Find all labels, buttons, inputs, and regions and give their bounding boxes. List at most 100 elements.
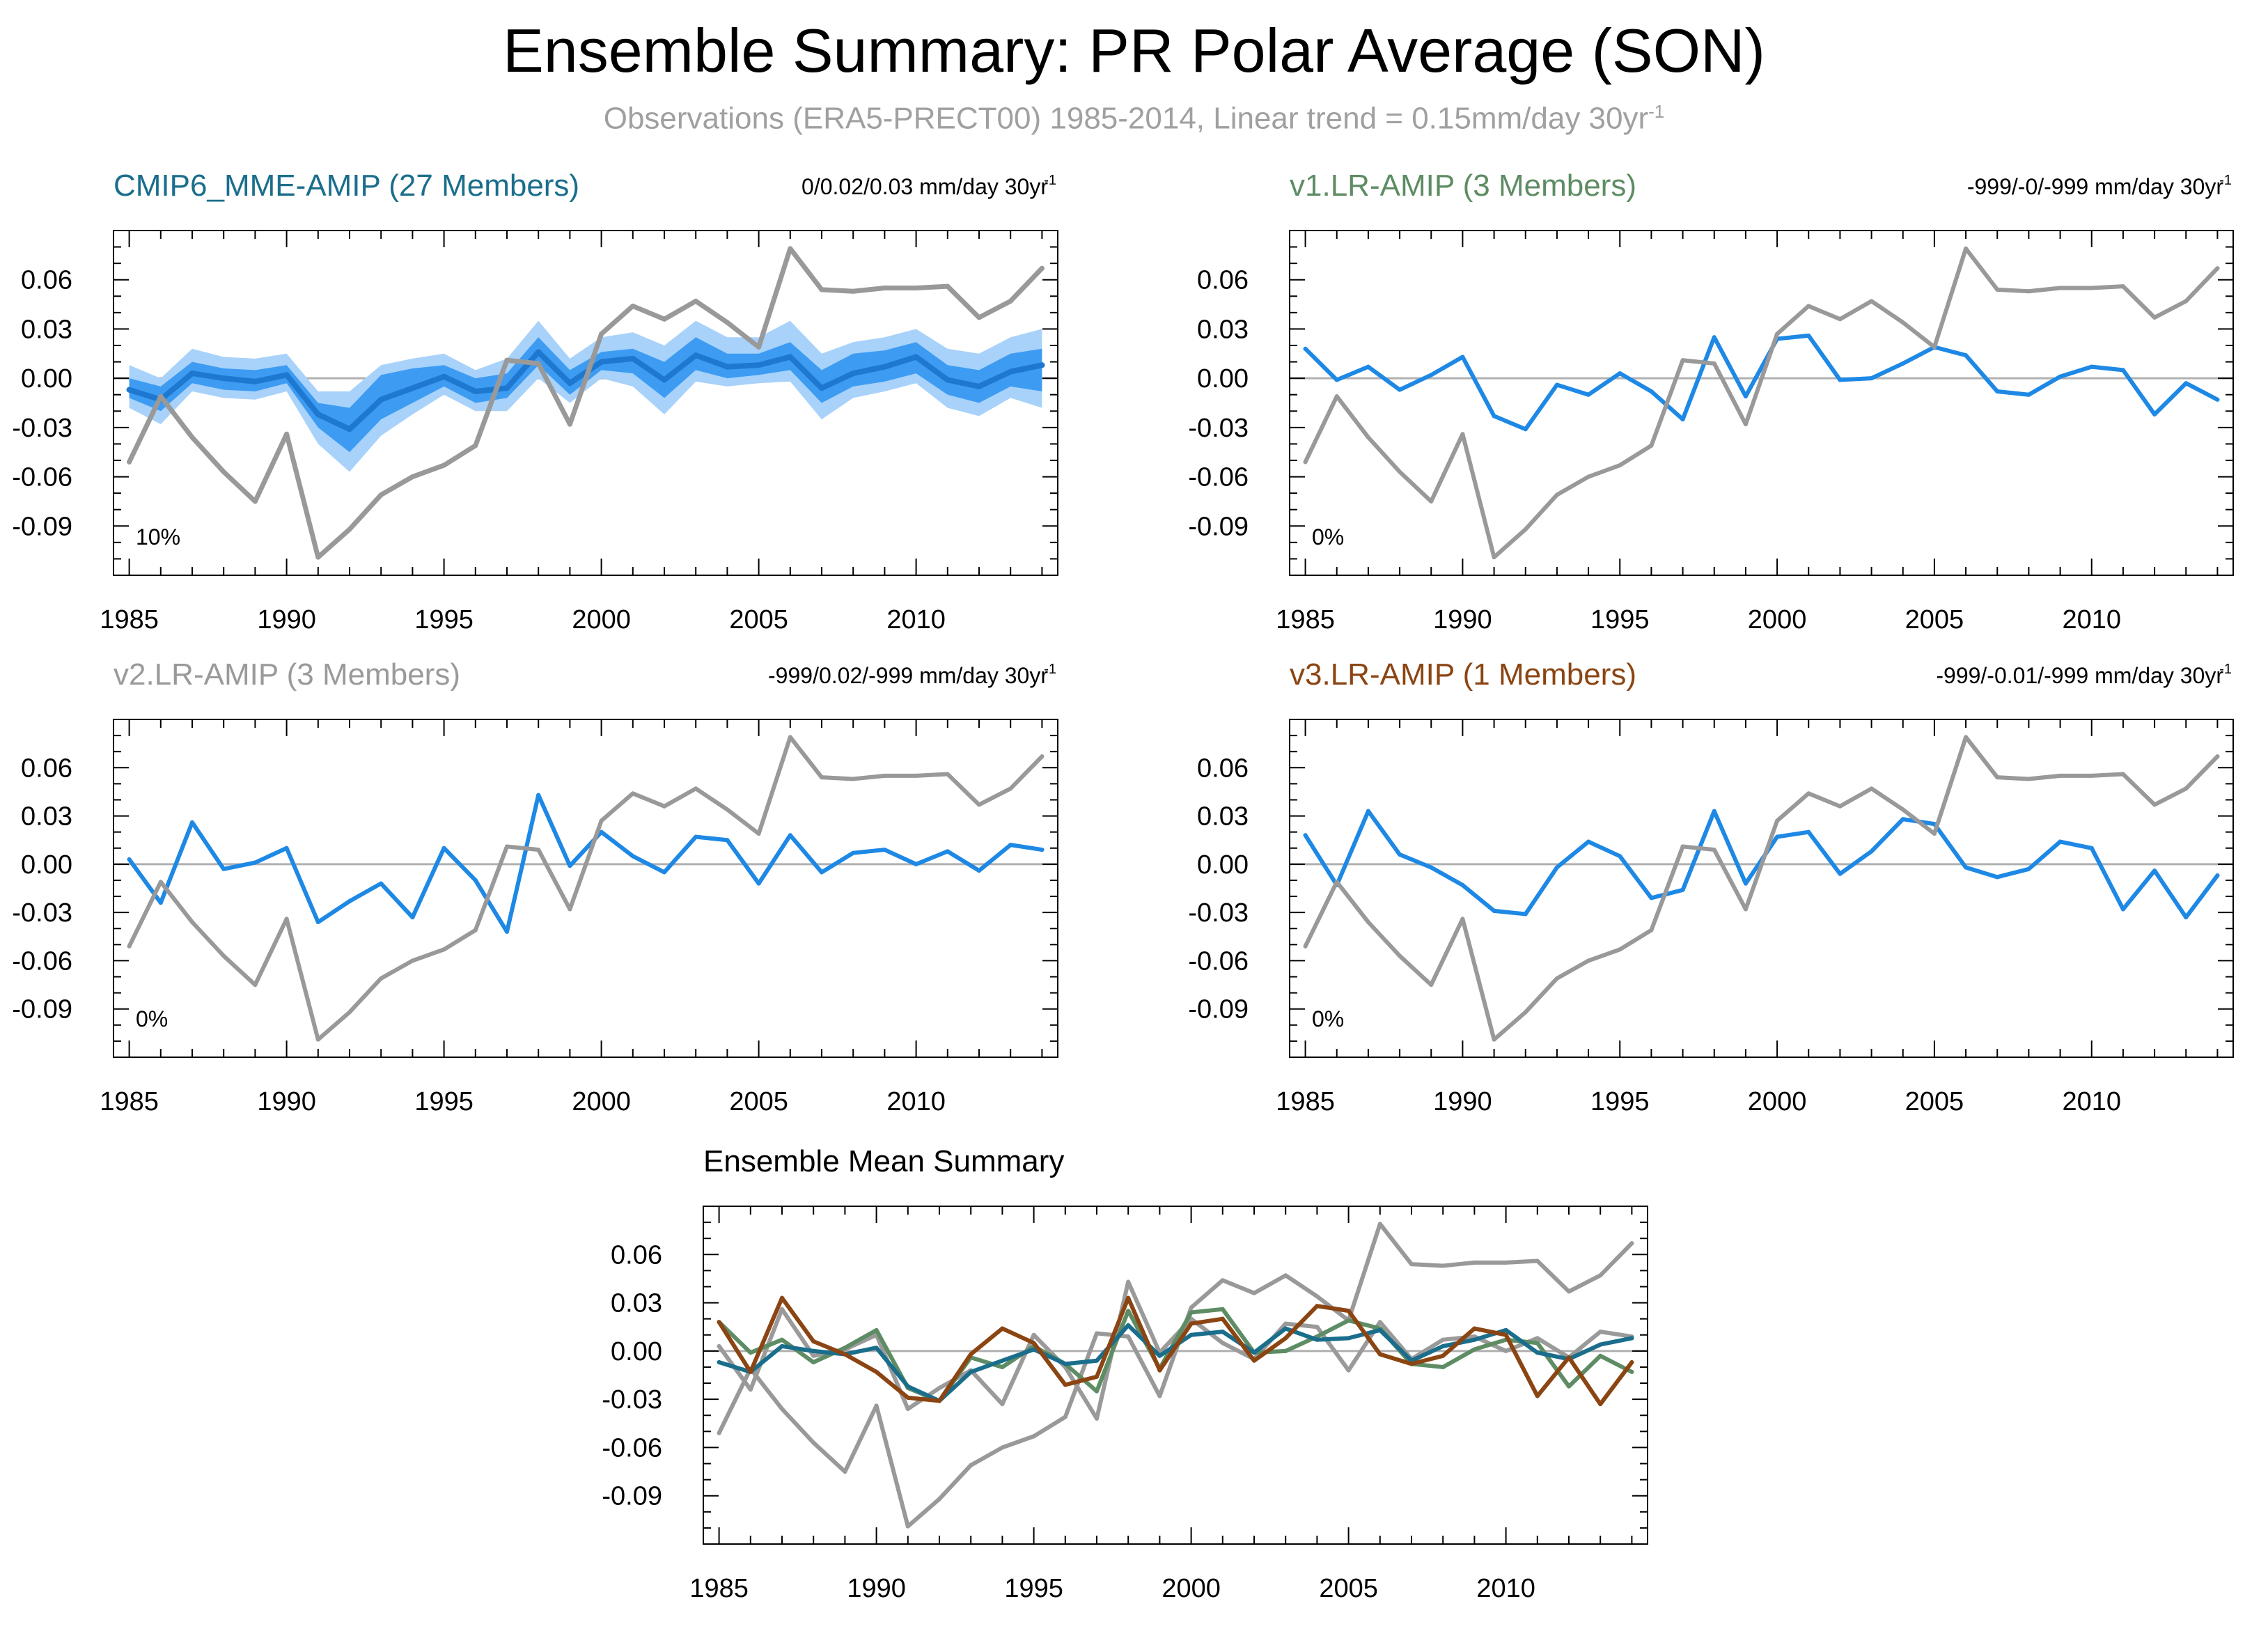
data-point [937,1385,941,1390]
data-point [409,474,415,480]
chart-panel-4: v3.LR-AMIP (1 Members) -999/-0.01/-999 mm… [1188,657,2234,1116]
data-point [693,298,698,304]
data-point [787,354,793,360]
spread-band-1 [129,320,1042,472]
data-point [2058,374,2063,379]
data-point [1523,427,1528,432]
data-point [315,920,320,924]
data-point [1598,1402,1603,1407]
data-point [748,1387,753,1392]
data-point [1377,1320,1382,1325]
data-point [2215,397,2220,402]
data-point [1031,1341,1036,1346]
data-point [937,1398,941,1403]
data-point [693,352,699,359]
y-tick-label: 0.03 [1197,315,1249,344]
plot-frame [113,719,1058,1058]
data-point [2026,777,2031,781]
data-point [409,385,416,391]
data-point [535,349,542,355]
series-line-1 [1303,333,2220,432]
x-tick-label: 2010 [2062,605,2121,634]
data-point [1398,852,1402,857]
data-point [2215,754,2220,759]
x-tick-label: 1995 [1590,1087,1650,1116]
panel-title: CMIP6_MME-AMIP (27 Members) [114,169,579,203]
figure-title: Ensemble Summary: PR Polar Average (SON) [503,16,1765,85]
data-point [1995,389,2000,393]
data-point [914,773,918,778]
trend-label-superscript: -1 [1044,173,1056,188]
data-point [1315,1325,1320,1330]
data-point [315,554,321,560]
data-point [1095,1389,1099,1394]
data-point [1366,364,1370,369]
data-point [189,371,195,377]
x-tick-label: 1995 [414,1087,474,1116]
data-point [1220,1330,1225,1334]
data-point [1366,435,1370,439]
data-point [662,804,666,809]
y-tick-label: 0.03 [611,1289,662,1318]
data-point [1492,414,1496,419]
data-point [1409,1262,1414,1267]
data-point [1680,417,1685,422]
data-point [944,377,951,383]
data-point [1283,1326,1288,1331]
plot-area [717,1222,1634,1529]
data-point [2120,772,2125,777]
trend-label-superscript: -1 [1044,662,1056,677]
data-point [2215,266,2220,271]
data-point [820,870,824,875]
data-point [811,1339,816,1343]
data-point [347,898,352,903]
data-point [2089,286,2094,290]
data-point [1492,908,1496,913]
data-point [1126,1309,1131,1314]
data-point [1964,735,1969,740]
data-point [598,359,604,365]
data-point [937,1497,941,1502]
data-point [630,791,635,796]
data-point [905,1524,910,1529]
data-point [473,878,478,882]
x-tick-label: 2005 [1905,605,1964,634]
data-point [1283,1273,1288,1278]
data-point [780,1407,784,1411]
data-point [1334,377,1339,382]
y-tick-label: -0.03 [12,898,72,928]
data-point [379,881,384,886]
data-point [1346,1309,1351,1314]
data-point [1220,1341,1225,1346]
plot-area [126,246,1045,560]
data-point [1283,1348,1288,1353]
data-point [1964,353,1969,358]
x-tick-label: 1985 [100,605,159,634]
data-point [905,1395,910,1400]
data-point [819,287,824,293]
data-point [1398,469,1402,474]
data-point [441,947,446,952]
series-line-2 [1303,246,2220,560]
data-point [1712,335,1716,340]
data-point [1039,362,1045,368]
data-point [780,1307,784,1311]
data-point [788,833,792,838]
y-tick-label: 0.03 [1197,802,1249,832]
x-tick-label: 1985 [1276,1087,1335,1116]
data-point [1366,920,1370,924]
data-point [1554,382,1559,387]
data-point [756,831,761,836]
data-point [1252,1350,1256,1355]
data-point [1629,1360,1634,1365]
x-tick-label: 2000 [1748,1087,1807,1116]
data-point [1063,1362,1067,1366]
data-point [1586,839,1591,844]
data-point [1838,804,1843,809]
data-point [1618,854,1622,859]
data-point [1629,1241,1634,1246]
data-point [189,435,195,440]
data-point [843,1470,847,1474]
data-point [441,462,447,468]
data-point [1964,865,1969,870]
